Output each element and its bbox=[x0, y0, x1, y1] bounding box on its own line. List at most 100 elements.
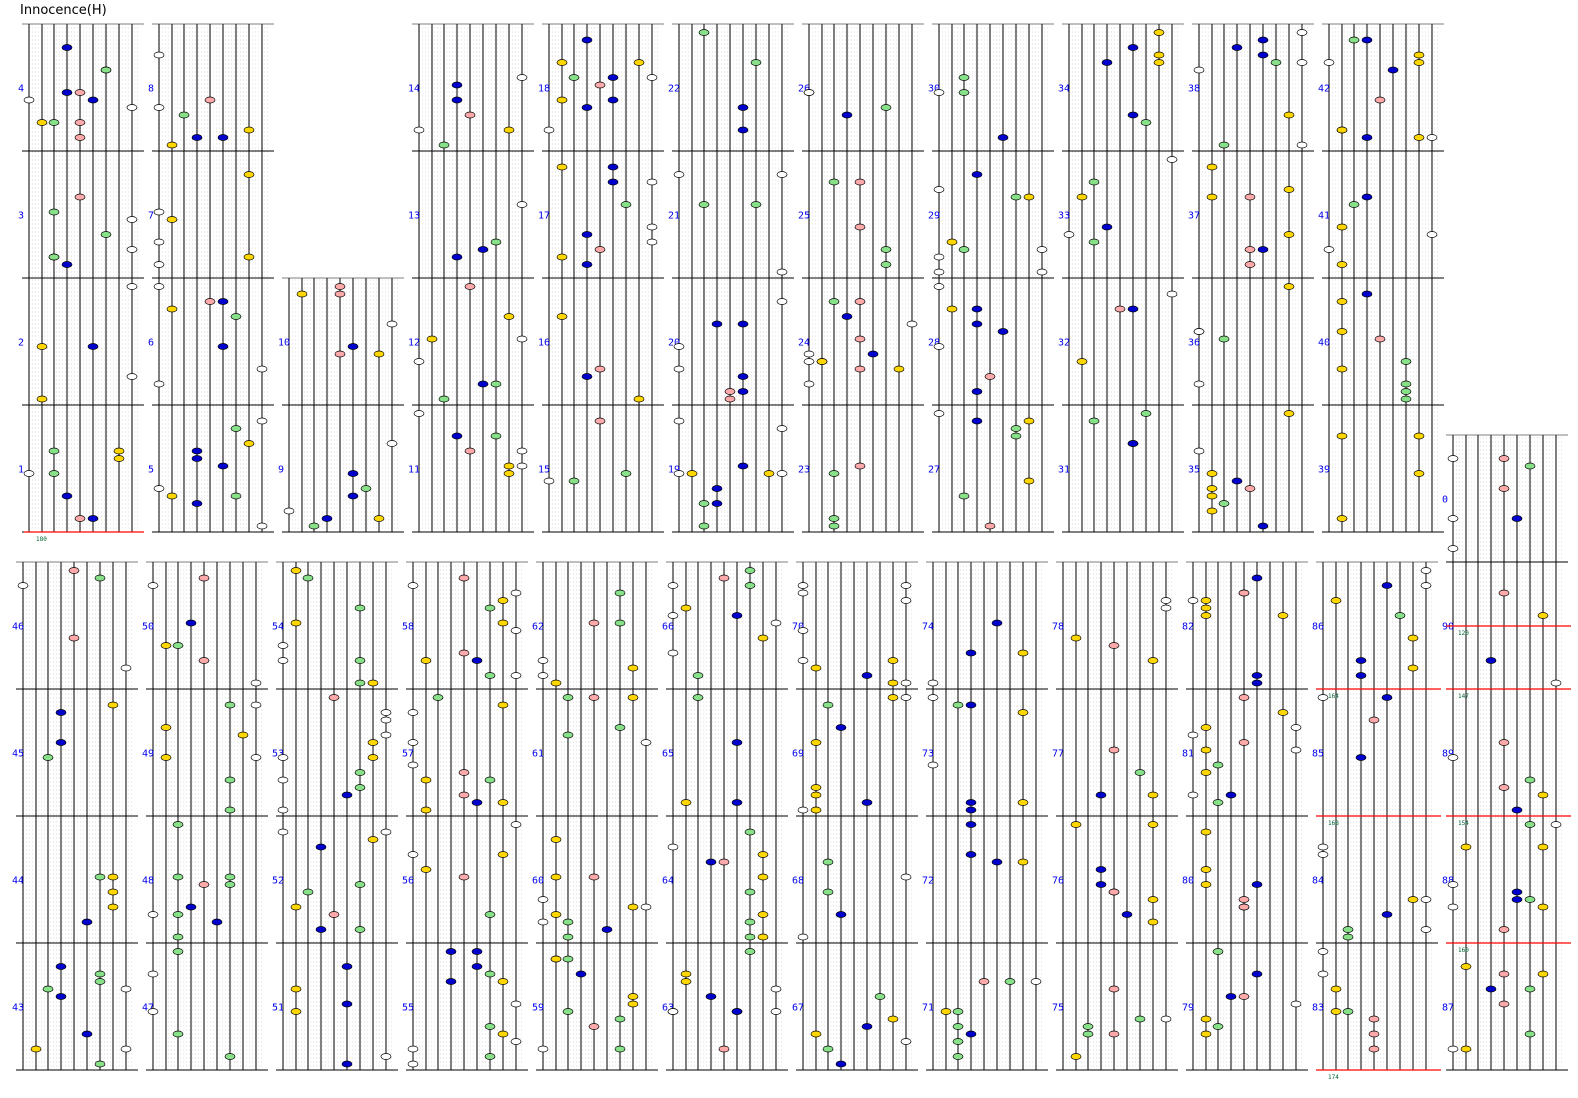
note-yellow bbox=[36, 343, 48, 350]
note-white bbox=[933, 186, 945, 193]
note-red bbox=[1368, 1045, 1380, 1053]
note-red bbox=[854, 462, 866, 470]
note-red bbox=[458, 873, 470, 881]
note-white bbox=[803, 380, 815, 388]
note-white bbox=[407, 739, 419, 746]
note-white bbox=[797, 627, 809, 634]
measure-number: 3 bbox=[18, 211, 24, 222]
measure-number: 60 bbox=[532, 876, 544, 887]
note-green bbox=[224, 873, 236, 881]
note-red bbox=[74, 193, 86, 201]
note-blue bbox=[731, 739, 743, 746]
note-green bbox=[620, 201, 632, 208]
note-yellow bbox=[1023, 193, 1035, 201]
note-white bbox=[510, 1038, 522, 1045]
note-green bbox=[1212, 799, 1224, 806]
note-yellow bbox=[107, 701, 119, 709]
note-green bbox=[880, 104, 892, 111]
note-yellow bbox=[757, 851, 769, 858]
note-blue bbox=[997, 134, 1009, 141]
note-blue bbox=[1361, 134, 1373, 141]
note-white bbox=[1290, 724, 1302, 731]
note-white bbox=[147, 911, 159, 918]
note-white bbox=[277, 642, 289, 649]
note-yellow bbox=[1153, 29, 1165, 36]
note-yellow bbox=[810, 664, 822, 672]
measure-number: 30 bbox=[928, 84, 940, 95]
note-blue bbox=[61, 89, 73, 96]
note-white bbox=[277, 776, 289, 784]
note-white bbox=[933, 410, 945, 417]
note-green bbox=[94, 970, 106, 978]
note-red bbox=[458, 649, 470, 657]
note-blue bbox=[477, 380, 489, 388]
note-white bbox=[126, 246, 138, 253]
chart-title: Innocence(H) bbox=[20, 3, 107, 18]
note-blue bbox=[737, 104, 749, 111]
note-white bbox=[126, 104, 138, 111]
note-white bbox=[153, 261, 165, 268]
note-white bbox=[147, 1008, 159, 1015]
note-yellow bbox=[160, 754, 172, 761]
note-white bbox=[277, 828, 289, 836]
note-white bbox=[516, 201, 528, 208]
note-white bbox=[510, 821, 522, 828]
note-white bbox=[543, 477, 555, 485]
measure-number: 15 bbox=[538, 465, 550, 476]
note-yellow bbox=[627, 694, 639, 701]
note-blue bbox=[347, 492, 359, 500]
note-yellow bbox=[373, 515, 385, 522]
note-blue bbox=[971, 320, 983, 328]
note-green bbox=[1088, 178, 1100, 186]
note-white bbox=[900, 873, 912, 881]
measure-number: 49 bbox=[142, 749, 154, 760]
note-white bbox=[667, 843, 679, 851]
note-blue bbox=[1095, 866, 1107, 873]
note-green bbox=[1010, 432, 1022, 440]
note-green bbox=[48, 253, 60, 261]
note-yellow bbox=[497, 597, 509, 604]
note-yellow bbox=[627, 903, 639, 911]
note-white bbox=[906, 320, 918, 328]
note-white bbox=[776, 470, 788, 477]
note-blue bbox=[711, 485, 723, 492]
note-green bbox=[432, 694, 444, 701]
note-white bbox=[256, 522, 268, 530]
note-red bbox=[984, 522, 996, 530]
note-white bbox=[927, 679, 939, 687]
note-white bbox=[1323, 59, 1335, 66]
note-red bbox=[1498, 784, 1510, 791]
note-green bbox=[354, 769, 366, 776]
note-white bbox=[126, 283, 138, 290]
note-white bbox=[900, 1038, 912, 1045]
note-red bbox=[328, 911, 340, 918]
note-green bbox=[744, 567, 756, 574]
measure-number: 77 bbox=[1052, 749, 1064, 760]
note-yellow bbox=[1283, 283, 1295, 290]
measure-number: 4 bbox=[18, 84, 24, 95]
note-blue bbox=[1511, 896, 1523, 903]
measure-number: 47 bbox=[142, 1003, 154, 1014]
note-white bbox=[797, 806, 809, 814]
note-red bbox=[588, 873, 600, 881]
note-blue bbox=[601, 926, 613, 933]
note-red bbox=[1498, 455, 1510, 462]
note-yellow bbox=[1200, 746, 1212, 754]
note-yellow bbox=[1537, 903, 1549, 911]
note-white bbox=[1447, 515, 1459, 522]
measure-number: 43 bbox=[12, 1003, 24, 1014]
note-yellow bbox=[497, 619, 509, 627]
note-white bbox=[770, 619, 782, 627]
note-white bbox=[516, 74, 528, 81]
note-green bbox=[614, 1045, 626, 1053]
note-blue bbox=[731, 1008, 743, 1015]
note-blue bbox=[841, 111, 853, 119]
note-yellow bbox=[426, 335, 438, 343]
note-green bbox=[568, 477, 580, 485]
note-white bbox=[1036, 268, 1048, 276]
note-white bbox=[510, 1000, 522, 1008]
note-yellow bbox=[1076, 193, 1088, 201]
note-blue bbox=[191, 500, 203, 507]
note-blue bbox=[581, 261, 593, 268]
note-green bbox=[230, 425, 242, 432]
